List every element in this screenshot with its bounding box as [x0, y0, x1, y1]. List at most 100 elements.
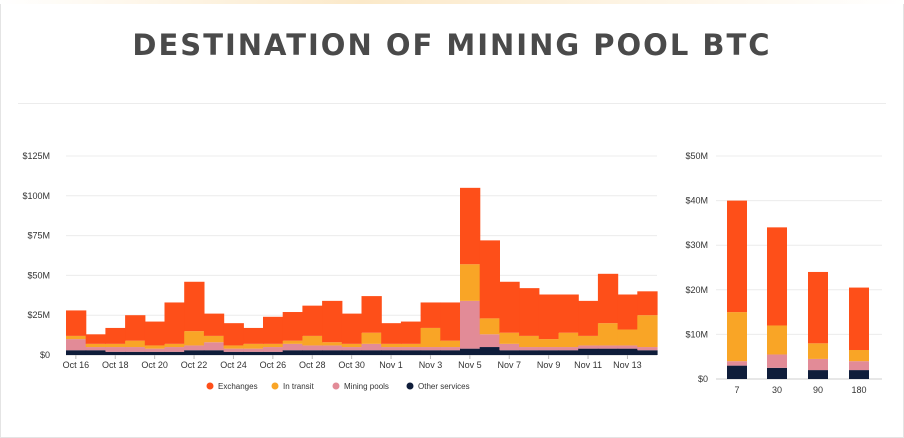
- bar-segment: [617, 345, 638, 349]
- bar-segment: [66, 310, 87, 336]
- bar-segment: [637, 350, 658, 355]
- bar-segment: [105, 327, 126, 344]
- bar-segment: [203, 335, 225, 343]
- bar-segment: [282, 340, 303, 344]
- bar-segment: [499, 350, 520, 355]
- bar-segment: [361, 343, 382, 351]
- y-tick-label: $100M: [22, 191, 50, 201]
- bar-segment: [479, 334, 500, 348]
- bar-segment: [558, 347, 579, 351]
- title-divider: [18, 103, 886, 104]
- legend-marker: [406, 382, 414, 390]
- bar-segment: [440, 347, 461, 351]
- bar-segment: [85, 334, 106, 344]
- bar-segment: [558, 332, 579, 348]
- legend-label: Mining pools: [344, 382, 389, 391]
- bar-segment: [538, 347, 560, 351]
- bar-segment: [597, 273, 619, 324]
- bar-segment: [243, 343, 264, 349]
- bar-segment: [558, 350, 579, 355]
- bar-segment: [519, 350, 540, 355]
- bar-segment: [400, 350, 422, 355]
- bar-segment: [617, 294, 638, 330]
- y-tick-label: $25M: [27, 310, 50, 320]
- bar-segment: [361, 296, 382, 333]
- bar-segment: [597, 348, 619, 355]
- x-tick-label: Oct 24: [220, 360, 247, 370]
- bar-segment: [479, 347, 500, 355]
- bar-segment: [322, 345, 343, 351]
- bar-segment: [184, 350, 205, 355]
- bar-segment: [105, 347, 126, 352]
- legend-label: Other services: [418, 382, 470, 391]
- bar-segment: [302, 345, 323, 351]
- bar-segment: [499, 343, 520, 351]
- bar-segment: [400, 343, 422, 348]
- bar-segment: [125, 340, 146, 348]
- x-tick-label: Oct 28: [299, 360, 326, 370]
- bar-segment: [597, 345, 619, 349]
- bar-segment: [203, 350, 225, 355]
- bar-segment: [460, 187, 481, 265]
- bar-segment: [203, 342, 225, 351]
- y-tick-label: $125M: [22, 151, 50, 161]
- x-tick-label: Oct 26: [260, 360, 287, 370]
- bar-segment: [808, 358, 828, 371]
- bar-segment: [223, 323, 244, 346]
- bar-segment: [66, 350, 87, 355]
- bar-segment: [322, 300, 343, 343]
- bar-segment: [243, 351, 264, 355]
- bar-segment: [727, 365, 747, 379]
- x-tick-label: Nov 1: [379, 360, 403, 370]
- bar-segment: [538, 350, 560, 355]
- bar-segment: [420, 327, 441, 348]
- bar-segment: [164, 347, 185, 352]
- bar-segment: [420, 350, 441, 355]
- bar-segment: [519, 288, 540, 336]
- bar-segment: [849, 361, 869, 371]
- bar-segment: [578, 300, 599, 336]
- bar-segment: [144, 351, 166, 355]
- bar-segment: [125, 347, 146, 352]
- bar-segment: [361, 332, 382, 344]
- bar-segment: [558, 294, 579, 333]
- bar-segment: [184, 281, 205, 332]
- bar-segment: [66, 335, 87, 340]
- x-tick-label: Nov 9: [537, 360, 561, 370]
- bar-segment: [420, 347, 441, 351]
- bar-segment: [85, 347, 106, 351]
- legend-marker: [271, 382, 279, 390]
- bar-segment: [322, 342, 343, 346]
- bar-segment: [400, 321, 422, 344]
- bar-segment: [282, 343, 303, 351]
- bar-segment: [263, 343, 284, 348]
- legend-label: Exchanges: [218, 382, 258, 391]
- bar-segment: [341, 343, 363, 348]
- bar-segment: [420, 302, 441, 328]
- y-tick-label: $75M: [27, 231, 50, 241]
- bar-segment: [578, 335, 599, 346]
- bar-segment: [341, 313, 363, 344]
- bar-segment: [767, 325, 787, 355]
- legend-marker: [206, 382, 214, 390]
- bar-segment: [519, 335, 540, 348]
- bar-segment: [479, 240, 500, 319]
- bar-segment: [499, 332, 520, 344]
- bar-segment: [727, 361, 747, 366]
- bar-segment: [808, 343, 828, 359]
- bar-segment: [263, 316, 284, 344]
- bar-segment: [223, 351, 244, 355]
- bar-segment: [341, 350, 363, 355]
- bar-segment: [479, 318, 500, 335]
- bar-segment: [302, 350, 323, 355]
- x-tick-label: Oct 18: [102, 360, 129, 370]
- bar-segment: [440, 340, 461, 348]
- bar-segment: [184, 331, 205, 346]
- bar-segment: [767, 367, 787, 379]
- bar-segment: [263, 347, 284, 352]
- x-tick-label: Nov 7: [497, 360, 521, 370]
- bar-segment: [164, 302, 185, 344]
- bar-segment: [849, 350, 869, 362]
- bar-segment: [223, 348, 244, 352]
